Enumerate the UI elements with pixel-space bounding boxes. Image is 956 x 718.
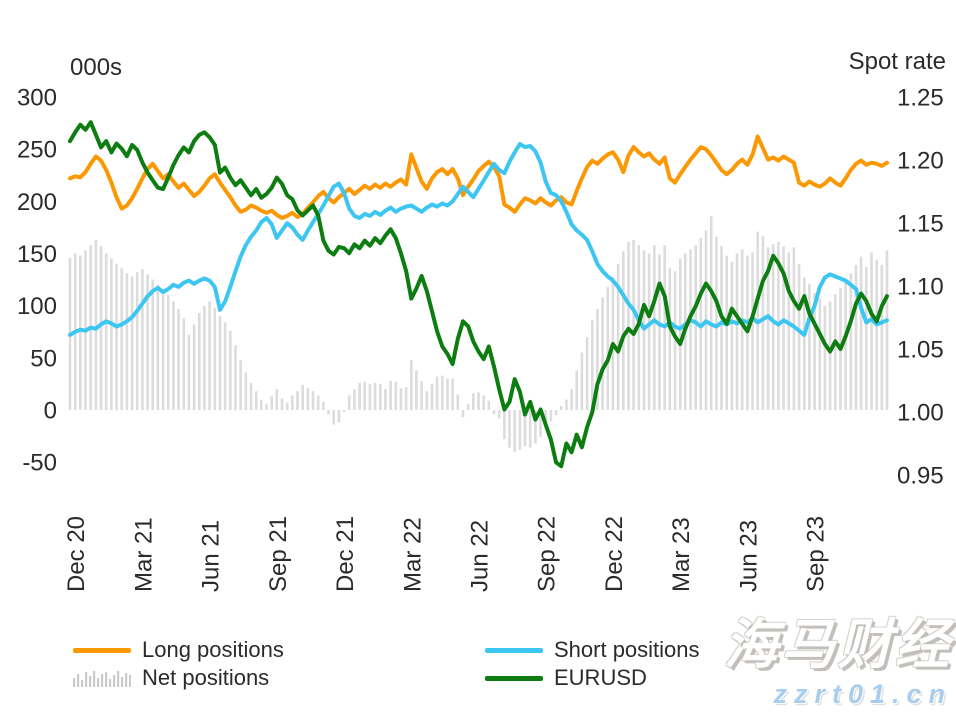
svg-text:Sep 23: Sep 23: [803, 516, 830, 592]
svg-text:250: 250: [17, 137, 57, 164]
short-positions-line-swatch-icon: [485, 647, 543, 653]
svg-text:200: 200: [17, 189, 57, 216]
legend-item-long-positions: Long positions: [73, 637, 284, 663]
svg-text:Dec 20: Dec 20: [63, 516, 90, 592]
svg-text:Jun 21: Jun 21: [198, 520, 225, 592]
svg-text:0.95: 0.95: [897, 463, 944, 490]
eurusd-line-swatch-icon: [485, 675, 543, 681]
svg-text:50: 50: [30, 345, 57, 372]
svg-text:100: 100: [17, 293, 57, 320]
svg-text:150: 150: [17, 241, 57, 268]
long-positions-line-swatch-icon: [73, 647, 131, 653]
right-axis-label: Spot rate: [848, 48, 946, 75]
legend-label-long-positions: Long positions: [142, 637, 284, 662]
svg-text:-50: -50: [22, 450, 57, 477]
svg-text:Jun 23: Jun 23: [735, 520, 762, 592]
legend-label-net-positions: Net positions: [142, 665, 270, 690]
svg-text:Sep 21: Sep 21: [265, 516, 292, 592]
svg-text:Mar 21: Mar 21: [130, 517, 157, 592]
svg-text:1.05: 1.05: [897, 337, 944, 364]
legend-label-eurusd: EURUSD: [554, 665, 647, 690]
svg-text:Dec 21: Dec 21: [332, 516, 359, 592]
net-positions-bars-swatch-icon: [73, 670, 131, 687]
svg-text:1.00: 1.00: [897, 400, 944, 427]
svg-text:1.25: 1.25: [897, 85, 944, 112]
svg-text:Jun 22: Jun 22: [467, 520, 494, 592]
left-axis-unit-label: 000s: [70, 54, 123, 81]
svg-text:1.10: 1.10: [897, 274, 944, 301]
svg-text:1.20: 1.20: [897, 148, 944, 175]
svg-text:300: 300: [17, 85, 57, 112]
svg-text:Dec 22: Dec 22: [601, 516, 628, 592]
legend-item-short-positions: Short positions: [485, 637, 700, 663]
svg-text:0: 0: [44, 398, 57, 425]
legend-item-eurusd: EURUSD: [485, 665, 647, 691]
svg-text:Mar 22: Mar 22: [399, 517, 426, 592]
svg-text:Sep 22: Sep 22: [534, 516, 561, 592]
svg-text:Mar 23: Mar 23: [668, 517, 695, 592]
legend-label-short-positions: Short positions: [554, 637, 700, 662]
svg-text:1.15: 1.15: [897, 211, 944, 238]
legend-item-net-positions: Net positions: [73, 665, 269, 691]
